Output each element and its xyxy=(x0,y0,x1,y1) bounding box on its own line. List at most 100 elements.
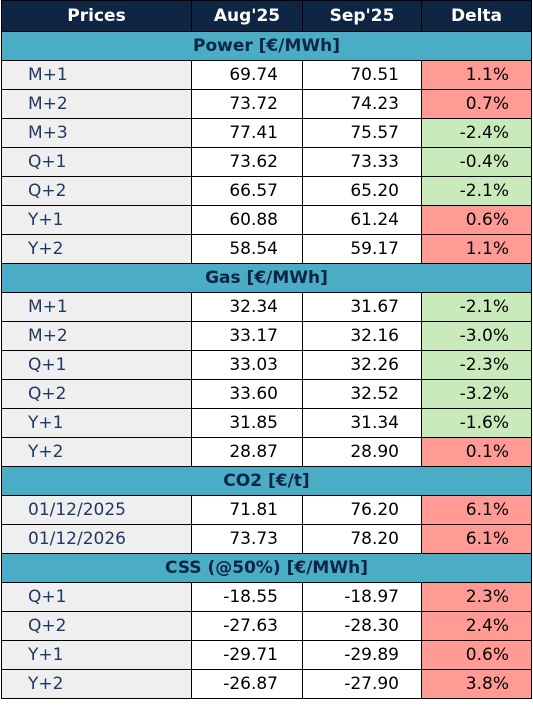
row-label: Y+2 xyxy=(1,234,192,264)
header-row: Prices Aug'25 Sep'25 Delta xyxy=(1,0,532,32)
row-label: Y+2 xyxy=(1,437,192,467)
row-label: M+2 xyxy=(1,321,192,351)
delta-value: -2.3% xyxy=(421,350,532,380)
value-sep25: -18.97 xyxy=(302,582,422,612)
delta-value: -2.1% xyxy=(421,176,532,206)
section-title: CSS (@50%) [€/MWh] xyxy=(1,553,532,583)
value-aug25: 31.85 xyxy=(191,408,303,438)
header-delta: Delta xyxy=(421,0,532,32)
row-label: M+1 xyxy=(1,60,192,90)
value-aug25: -18.55 xyxy=(191,582,303,612)
table-row: M+1 69.74 70.51 1.1% xyxy=(1,60,532,90)
value-aug25: -27.63 xyxy=(191,611,303,641)
row-label: 01/12/2025 xyxy=(1,495,192,525)
value-sep25: 61.24 xyxy=(302,205,422,235)
row-label: M+2 xyxy=(1,89,192,119)
table-row: Y+2 28.87 28.90 0.1% xyxy=(1,437,532,467)
value-sep25: 65.20 xyxy=(302,176,422,206)
value-sep25: 31.67 xyxy=(302,292,422,322)
value-aug25: 32.34 xyxy=(191,292,303,322)
row-label: Y+1 xyxy=(1,205,192,235)
value-sep25: 31.34 xyxy=(302,408,422,438)
value-sep25: 76.20 xyxy=(302,495,422,525)
section-header-row: Power [€/MWh] xyxy=(1,31,532,61)
delta-value: 6.1% xyxy=(421,524,532,554)
table-row: M+2 33.17 32.16 -3.0% xyxy=(1,321,532,351)
delta-value: 0.6% xyxy=(421,640,532,670)
delta-value: -3.2% xyxy=(421,379,532,409)
table-row: Q+2 33.60 32.52 -3.2% xyxy=(1,379,532,409)
table-row: Q+1 -18.55 -18.97 2.3% xyxy=(1,582,532,612)
table-row: Y+1 -29.71 -29.89 0.6% xyxy=(1,640,532,670)
section-title: CO2 [€/t] xyxy=(1,466,532,496)
table-row: M+1 32.34 31.67 -2.1% xyxy=(1,292,532,322)
row-label: Q+2 xyxy=(1,176,192,206)
value-sep25: 74.23 xyxy=(302,89,422,119)
section-header-row: Gas [€/MWh] xyxy=(1,263,532,293)
table-row: 01/12/2026 73.73 78.20 6.1% xyxy=(1,524,532,554)
value-aug25: 33.17 xyxy=(191,321,303,351)
delta-value: -2.4% xyxy=(421,118,532,148)
table-row: 01/12/2025 71.81 76.20 6.1% xyxy=(1,495,532,525)
value-sep25: 32.52 xyxy=(302,379,422,409)
delta-value: 3.8% xyxy=(421,669,532,699)
delta-value: -2.1% xyxy=(421,292,532,322)
price-table: Prices Aug'25 Sep'25 Delta Power [€/MWh]… xyxy=(1,0,532,699)
row-label: Q+1 xyxy=(1,350,192,380)
value-sep25: 78.20 xyxy=(302,524,422,554)
row-label: Y+1 xyxy=(1,408,192,438)
table-row: Y+1 60.88 61.24 0.6% xyxy=(1,205,532,235)
section-title: Gas [€/MWh] xyxy=(1,263,532,293)
table-row: Q+1 73.62 73.33 -0.4% xyxy=(1,147,532,177)
delta-value: 6.1% xyxy=(421,495,532,525)
delta-value: 2.4% xyxy=(421,611,532,641)
value-aug25: 33.60 xyxy=(191,379,303,409)
value-sep25: -27.90 xyxy=(302,669,422,699)
value-aug25: 58.54 xyxy=(191,234,303,264)
value-sep25: 32.26 xyxy=(302,350,422,380)
value-aug25: 73.73 xyxy=(191,524,303,554)
row-label: 01/12/2026 xyxy=(1,524,192,554)
value-sep25: -29.89 xyxy=(302,640,422,670)
value-aug25: 77.41 xyxy=(191,118,303,148)
delta-value: -0.4% xyxy=(421,147,532,177)
section-header-row: CO2 [€/t] xyxy=(1,466,532,496)
value-aug25: -29.71 xyxy=(191,640,303,670)
value-aug25: 28.87 xyxy=(191,437,303,467)
value-sep25: 75.57 xyxy=(302,118,422,148)
delta-value: -3.0% xyxy=(421,321,532,351)
row-label: Y+2 xyxy=(1,669,192,699)
section-header-row: CSS (@50%) [€/MWh] xyxy=(1,553,532,583)
delta-value: 2.3% xyxy=(421,582,532,612)
row-label: Q+2 xyxy=(1,379,192,409)
value-aug25: -26.87 xyxy=(191,669,303,699)
row-label: M+1 xyxy=(1,292,192,322)
value-aug25: 33.03 xyxy=(191,350,303,380)
row-label: M+3 xyxy=(1,118,192,148)
table-row: Q+1 33.03 32.26 -2.3% xyxy=(1,350,532,380)
table-row: Y+2 58.54 59.17 1.1% xyxy=(1,234,532,264)
table-row: M+2 73.72 74.23 0.7% xyxy=(1,89,532,119)
value-aug25: 69.74 xyxy=(191,60,303,90)
row-label: Q+2 xyxy=(1,611,192,641)
header-prices: Prices xyxy=(1,0,192,32)
delta-value: 0.7% xyxy=(421,89,532,119)
value-aug25: 73.62 xyxy=(191,147,303,177)
value-sep25: 73.33 xyxy=(302,147,422,177)
value-sep25: 70.51 xyxy=(302,60,422,90)
delta-value: 1.1% xyxy=(421,60,532,90)
row-label: Y+1 xyxy=(1,640,192,670)
header-aug25: Aug'25 xyxy=(191,0,303,32)
section-title: Power [€/MWh] xyxy=(1,31,532,61)
header-sep25: Sep'25 xyxy=(302,0,422,32)
value-aug25: 66.57 xyxy=(191,176,303,206)
delta-value: -1.6% xyxy=(421,408,532,438)
row-label: Q+1 xyxy=(1,582,192,612)
delta-value: 0.6% xyxy=(421,205,532,235)
table-row: Q+2 66.57 65.20 -2.1% xyxy=(1,176,532,206)
value-sep25: 28.90 xyxy=(302,437,422,467)
value-aug25: 71.81 xyxy=(191,495,303,525)
value-sep25: -28.30 xyxy=(302,611,422,641)
value-aug25: 60.88 xyxy=(191,205,303,235)
table-row: Q+2 -27.63 -28.30 2.4% xyxy=(1,611,532,641)
